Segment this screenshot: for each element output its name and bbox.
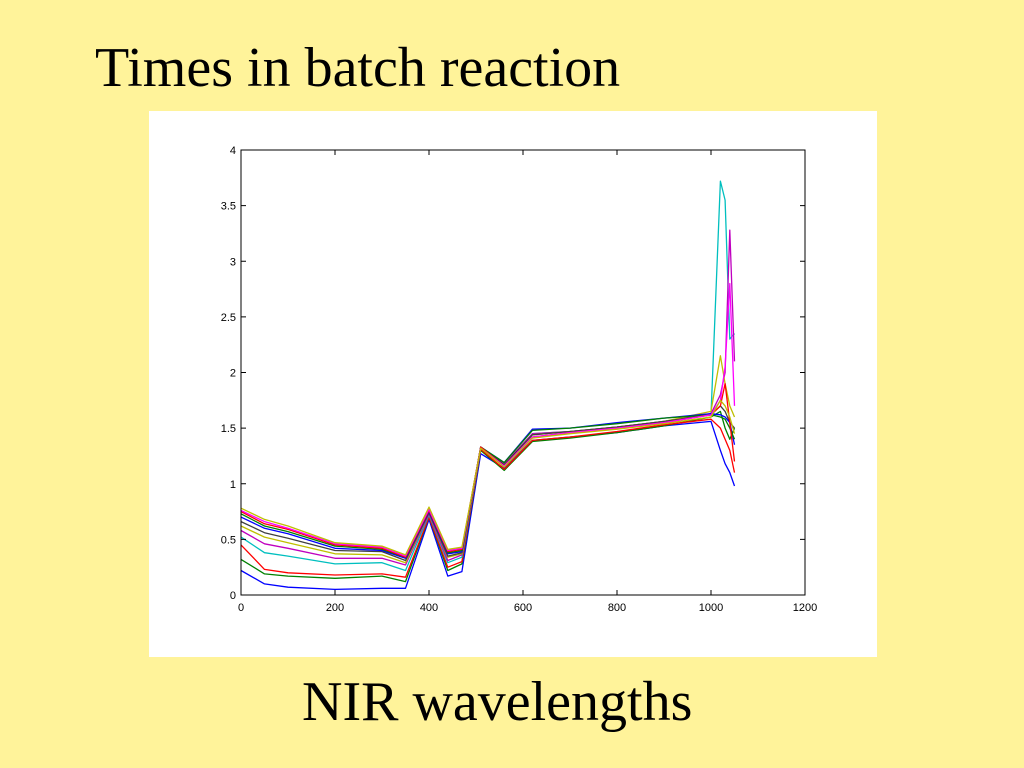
y-tick-label: 0 [230, 590, 236, 602]
x-tick-label: 600 [514, 602, 532, 614]
series-lines [240, 180, 736, 591]
x-tick-label: 400 [420, 602, 438, 614]
y-tick-label: 3 [230, 256, 236, 268]
line-chart: 0 200 400 600 800 1000 1200 0 0.5 1 1.5 2 2.5 3 3.5 4 [221, 145, 818, 614]
x-tick-label: 200 [326, 602, 344, 614]
series-line-9 [240, 414, 736, 558]
plot-area: 0 200 400 600 800 1000 1200 0 0.5 1 1.5 2 2.5 3 3.5 4 [149, 111, 877, 657]
y-tick-label: 4 [230, 145, 236, 157]
slide-title: Times in batch reaction [95, 37, 621, 99]
x-tick-label: 800 [608, 602, 626, 614]
y-tick-label: 3.5 [221, 201, 236, 213]
series-line-6 [240, 355, 736, 564]
y-tick-label: 1.5 [221, 423, 236, 435]
x-tick-label: 1200 [793, 602, 817, 614]
y-tick-label: 0.5 [221, 534, 236, 546]
series-line-12 [240, 399, 736, 556]
axis-ticks: 0 200 400 600 800 1000 1200 0 0.5 1 1.5 2 2.5 3 3.5 4 [221, 145, 818, 614]
y-tick-label: 2 [230, 368, 236, 380]
series-line-10 [240, 382, 736, 558]
slide-caption: NIR wavelengths [302, 671, 693, 733]
series-line-3 [240, 418, 736, 578]
series-line-5 [240, 229, 736, 566]
series-line-2 [240, 410, 736, 583]
x-tick-label: 0 [238, 602, 244, 614]
y-tick-label: 2.5 [221, 312, 236, 324]
y-tick-label: 1 [230, 479, 236, 491]
x-tick-label: 1000 [699, 602, 723, 614]
axes-box [240, 149, 806, 596]
series-line-11 [240, 282, 736, 557]
series-line-1 [240, 420, 736, 591]
series-line-4 [240, 180, 735, 572]
